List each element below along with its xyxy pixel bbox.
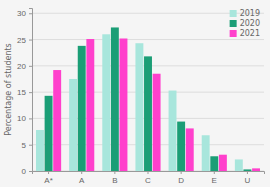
x-tick-mark [114, 171, 115, 174]
grid-line [32, 13, 264, 14]
bar [111, 27, 119, 171]
bar [169, 91, 177, 171]
x-tick: C [145, 171, 151, 185]
y-tick: 0 [22, 167, 32, 176]
y-axis-title: Percentage of students [4, 43, 13, 136]
x-tick-mark [81, 171, 82, 174]
x-axis: A* A B C D E U [33, 171, 265, 185]
y-tick-mark [29, 40, 32, 41]
y-tick-mark [29, 118, 32, 119]
bars [36, 27, 260, 171]
legend: 201920202021 [230, 9, 260, 38]
bar-series [45, 27, 252, 171]
legend-item: 2020 [230, 19, 260, 28]
x-tick-label: B [112, 176, 117, 185]
bar [36, 130, 44, 171]
x-tick-mark [214, 171, 215, 174]
grid-line [32, 39, 264, 40]
bar [135, 43, 143, 171]
x-tick-mark [48, 171, 49, 174]
x-tick-mark [247, 171, 248, 174]
x-tick-label: A [79, 176, 85, 185]
y-tick: 25 [17, 36, 32, 45]
bar [86, 39, 94, 171]
y-tick: 15 [17, 88, 32, 97]
bar-series [36, 34, 243, 171]
x-tick-label: D [178, 176, 184, 185]
x-tick-mark [181, 171, 182, 174]
legend-label: 2019 [240, 9, 260, 18]
bar [53, 70, 61, 171]
x-tick-label: C [145, 176, 151, 185]
bar [243, 169, 251, 171]
bar [202, 135, 210, 171]
y-tick: 20 [17, 62, 32, 71]
y-tick-mark [29, 66, 32, 67]
legend-swatch [230, 20, 237, 27]
grid [32, 13, 264, 171]
bar [252, 168, 260, 171]
x-tick: U [245, 171, 251, 185]
y-tick-mark [29, 171, 32, 172]
y-tick-label: 10 [17, 114, 26, 123]
bar [186, 128, 194, 171]
x-tick-label: U [245, 176, 251, 185]
y-tick-label: 15 [17, 88, 26, 97]
y-tick-mark [29, 145, 32, 146]
y-tick-label: 25 [17, 36, 26, 45]
y-axis: 0 5 10 15 20 25 30 [17, 9, 32, 177]
x-tick: D [178, 171, 184, 185]
x-tick: A [79, 171, 85, 185]
legend-swatch [230, 30, 237, 37]
bar [69, 79, 77, 171]
y-axis-line [29, 9, 33, 172]
x-tick: E [212, 171, 217, 185]
bar [153, 74, 161, 171]
x-tick-mark [148, 171, 149, 174]
x-axis-line [33, 172, 265, 175]
bar-series [53, 38, 260, 171]
y-tick-label: 0 [22, 167, 27, 176]
y-tick-mark [29, 13, 32, 14]
bar [210, 156, 218, 171]
y-tick-label: 20 [17, 62, 26, 71]
bar [235, 159, 243, 171]
x-tick: A* [44, 171, 52, 185]
y-tick: 10 [17, 114, 32, 123]
plot-area: 0 5 10 15 20 25 30 A* A B C D E U 201920202021 [17, 9, 264, 185]
bar [78, 46, 86, 171]
legend-label: 2020 [240, 19, 260, 28]
y-tick: 5 [22, 141, 32, 150]
bar [120, 38, 128, 171]
chart-svg: 0 5 10 15 20 25 30 A* A B C D E U 201920202021 Percenta… [0, 0, 270, 187]
bar [219, 155, 227, 171]
bar [45, 96, 53, 171]
y-tick-mark [29, 92, 32, 93]
legend-swatch [230, 10, 237, 17]
bar [102, 34, 110, 171]
legend-item: 2019 [230, 9, 260, 18]
legend-item: 2021 [230, 29, 260, 38]
y-tick: 30 [17, 9, 32, 18]
y-tick-label: 30 [17, 9, 26, 18]
x-tick: B [112, 171, 117, 185]
x-tick-label: A* [44, 176, 52, 185]
chart-container: 0 5 10 15 20 25 30 A* A B C D E U 201920202021 Percenta… [0, 0, 270, 187]
bar [144, 56, 152, 171]
legend-label: 2021 [240, 29, 260, 38]
bar [177, 122, 185, 171]
x-tick-label: E [212, 176, 217, 185]
y-tick-label: 5 [22, 141, 27, 150]
